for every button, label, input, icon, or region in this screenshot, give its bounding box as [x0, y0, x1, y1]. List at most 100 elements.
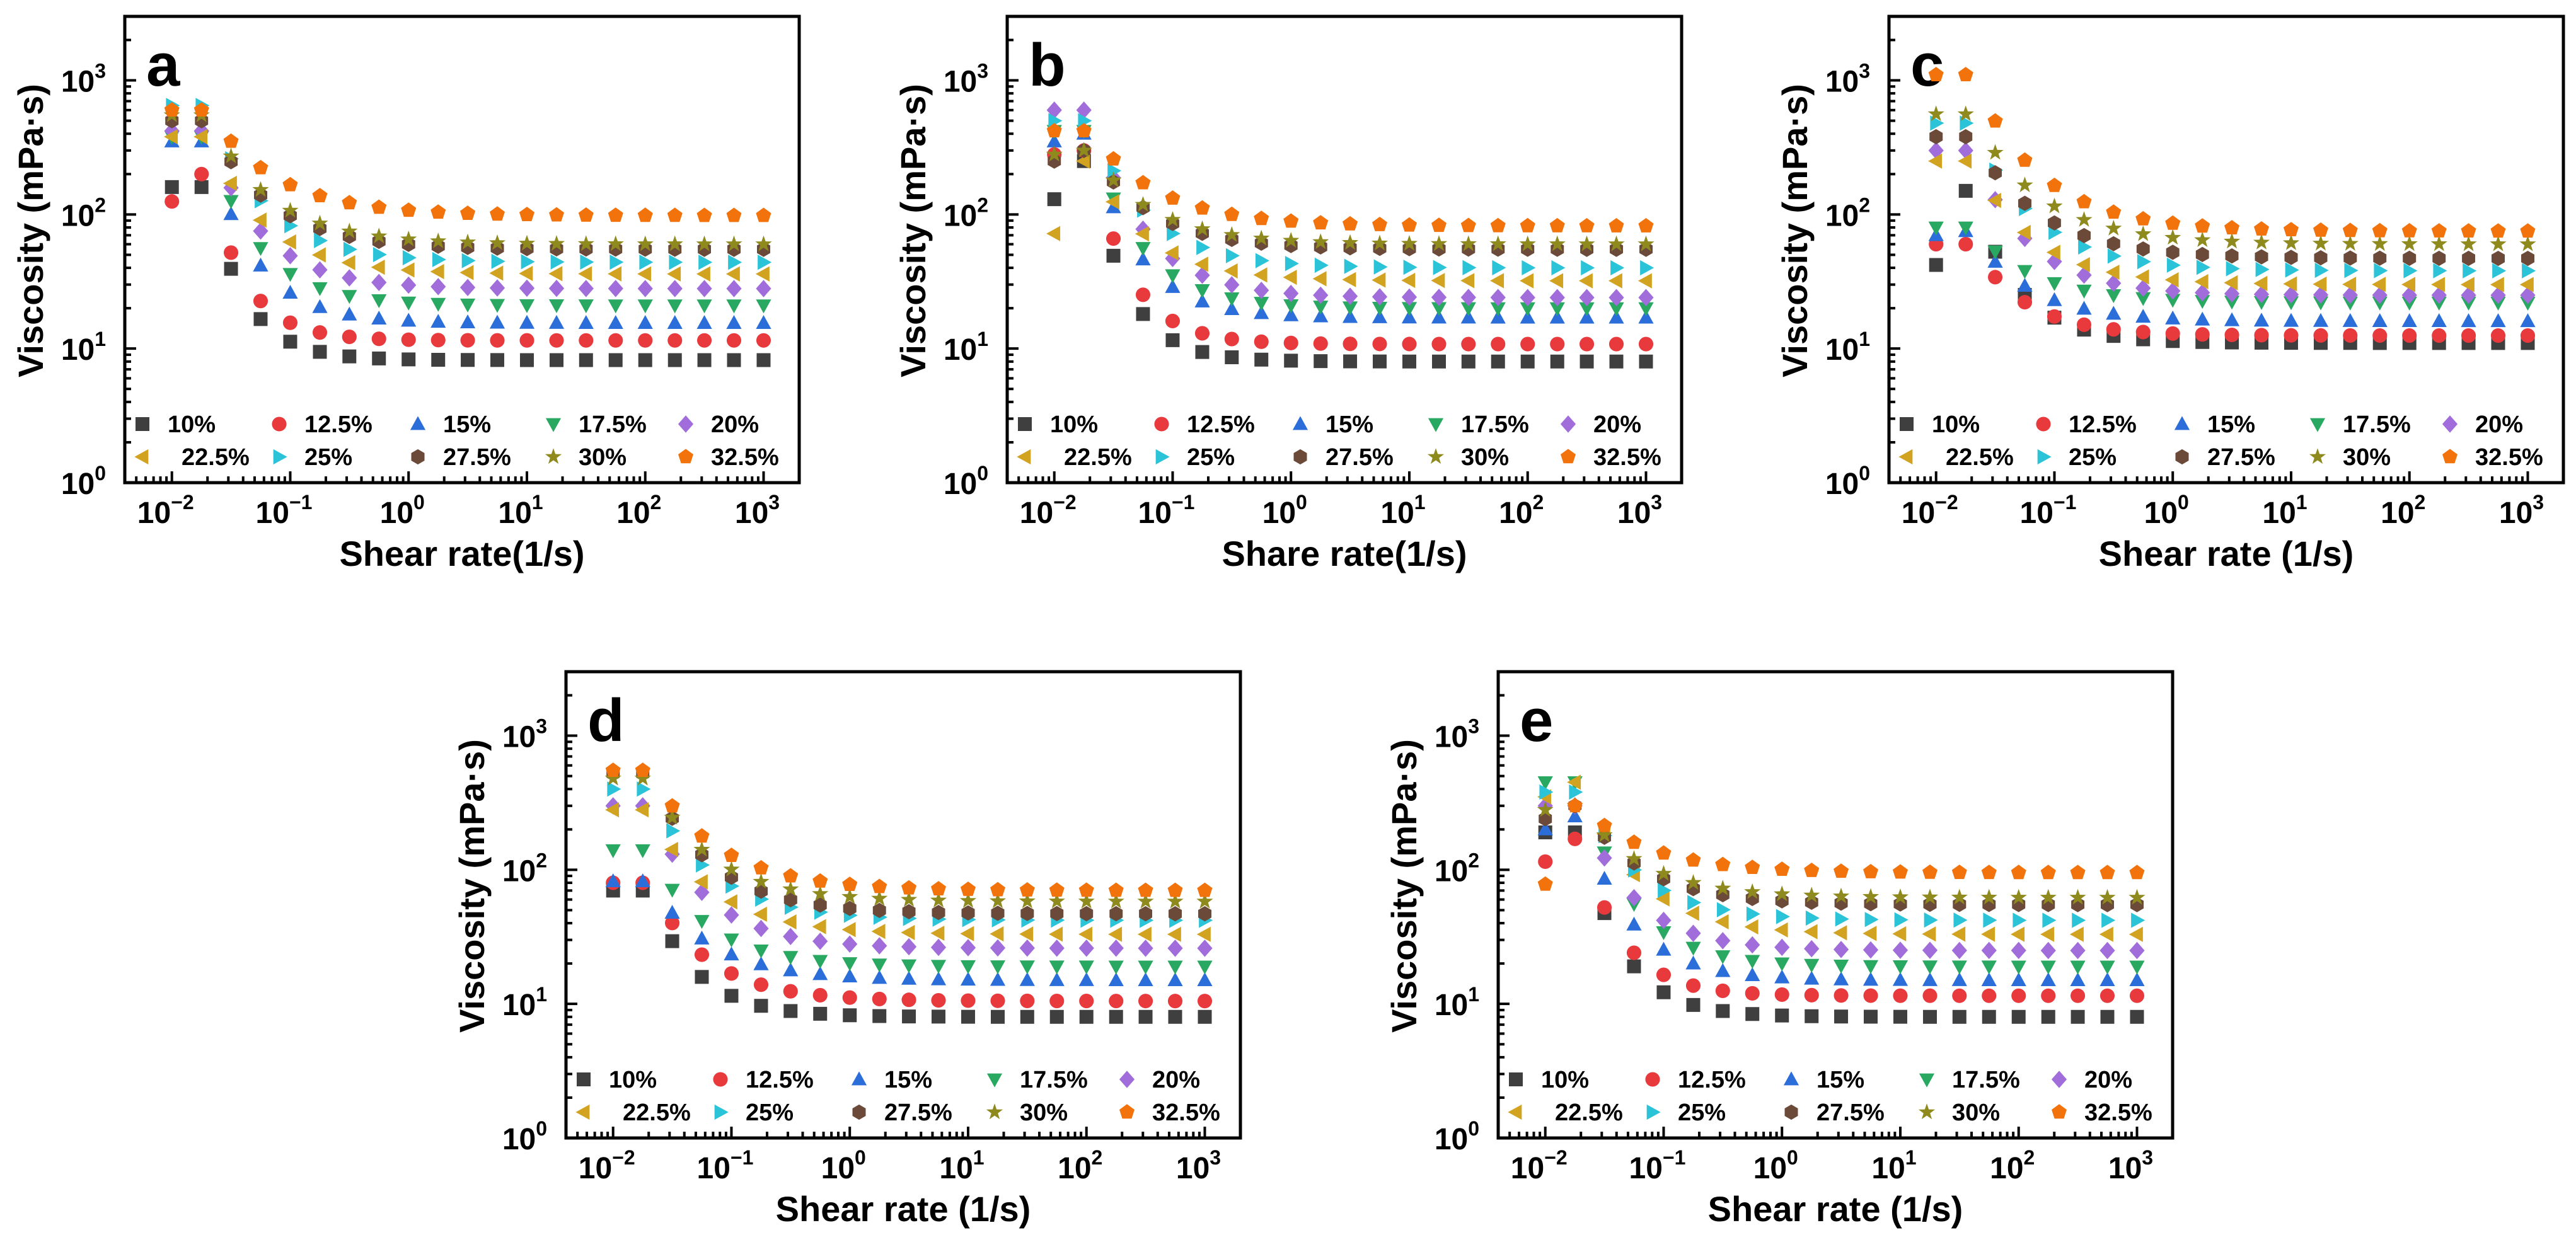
y-tick-label: 102 — [502, 849, 547, 888]
data-point — [2017, 278, 2033, 292]
data-point — [549, 353, 563, 367]
data-point — [1401, 235, 1418, 251]
x-axis-title: Shear rate (1/s) — [2099, 534, 2354, 573]
legend-entry: 12.5% — [713, 1067, 814, 1093]
panel-b: 10−2 10−1 100 101 102 103 100 101 102 103 Share ra… — [893, 14, 1684, 573]
data-point — [1372, 288, 1388, 306]
data-point — [2522, 263, 2536, 279]
data-point — [1833, 887, 1850, 904]
data-point — [667, 353, 682, 367]
data-point — [2165, 282, 2181, 300]
data-point — [1549, 289, 1565, 306]
data-point — [607, 235, 624, 251]
data-point — [1805, 910, 1820, 926]
data-point — [2284, 328, 2299, 343]
data-point — [2135, 269, 2149, 285]
data-point — [223, 195, 239, 209]
data-point — [1253, 229, 1270, 246]
data-point — [194, 180, 209, 194]
data-point — [2344, 263, 2359, 279]
data-point — [1371, 234, 1389, 251]
x-tick-label: 103 — [735, 491, 780, 530]
data-point — [872, 902, 886, 918]
data-point — [667, 315, 683, 330]
data-point — [548, 235, 565, 251]
data-point — [2016, 224, 2031, 241]
series-10pct — [1538, 825, 2144, 1024]
data-point — [756, 333, 771, 348]
data-point — [371, 331, 386, 347]
legend-marker — [1428, 418, 1444, 432]
data-point — [1076, 101, 1092, 119]
legend-entry: 15% — [851, 1067, 932, 1093]
data-point — [1960, 115, 1974, 131]
data-point — [1987, 144, 2004, 160]
data-point — [666, 823, 681, 839]
data-point — [1430, 235, 1448, 251]
data-point — [1283, 232, 1300, 248]
data-point — [253, 222, 269, 240]
data-point — [1549, 217, 1565, 233]
data-point — [1520, 336, 1535, 352]
data-point — [1715, 983, 1730, 998]
data-point — [578, 266, 592, 282]
data-point — [1714, 880, 1731, 896]
panel-letter: b — [1029, 32, 1066, 99]
legend-entry: 22.5% — [575, 1100, 691, 1126]
data-point — [1284, 353, 1298, 368]
data-point — [1626, 916, 1642, 931]
data-point — [549, 333, 564, 348]
data-point — [1608, 273, 1622, 289]
data-point — [872, 958, 887, 973]
data-point — [991, 905, 1005, 921]
data-point — [2224, 233, 2241, 249]
legend-label: 30% — [1020, 1100, 1068, 1126]
data-point — [1343, 354, 1358, 369]
legend-entry: 17.5% — [2309, 411, 2411, 438]
legend-entry: 25% — [2037, 444, 2117, 471]
legend-label: 25% — [1187, 444, 1235, 471]
data-point — [2431, 313, 2447, 328]
data-point — [1049, 939, 1065, 957]
data-point — [577, 235, 594, 251]
panel-d: 10−2 10−1 100 101 102 103 100 101 102 103 Shear ra… — [452, 670, 1242, 1229]
data-point — [164, 129, 178, 145]
data-point — [930, 892, 947, 908]
legend-entry: 10% — [577, 1067, 657, 1093]
legend-entry: 22.5% — [1017, 444, 1132, 471]
data-point — [1109, 1009, 1123, 1024]
data-point — [1578, 235, 1595, 251]
data-point — [696, 299, 712, 314]
data-point — [1921, 888, 1939, 905]
data-point — [2371, 235, 2388, 251]
data-point — [1167, 972, 1183, 987]
data-point — [491, 253, 505, 269]
data-point — [1489, 235, 1506, 251]
data-point — [1834, 1009, 1849, 1024]
data-point — [1253, 267, 1268, 283]
data-point — [842, 968, 858, 983]
data-point — [1687, 895, 1702, 911]
data-point — [608, 353, 623, 367]
series-30pct — [604, 769, 1213, 909]
series-12-5pct — [1538, 831, 2145, 1003]
data-point — [664, 905, 680, 919]
data-point — [2283, 276, 2297, 292]
data-point — [2070, 972, 2086, 987]
data-point — [2070, 960, 2086, 975]
data-point — [2076, 211, 2093, 227]
data-point — [1893, 988, 1908, 1003]
data-point — [1020, 905, 1034, 921]
data-point — [2135, 210, 2151, 226]
data-point — [1105, 194, 1119, 210]
data-point — [1135, 251, 1151, 266]
x-axis-title: Shear rate (1/s) — [1708, 1189, 1963, 1229]
data-point — [430, 263, 444, 280]
x-tick-label: 10−1 — [1629, 1146, 1686, 1185]
data-point — [1715, 932, 1731, 950]
data-point — [1608, 235, 1625, 251]
data-point — [252, 212, 267, 228]
data-point — [842, 935, 858, 953]
data-point — [605, 844, 621, 858]
data-point — [1833, 941, 1849, 958]
